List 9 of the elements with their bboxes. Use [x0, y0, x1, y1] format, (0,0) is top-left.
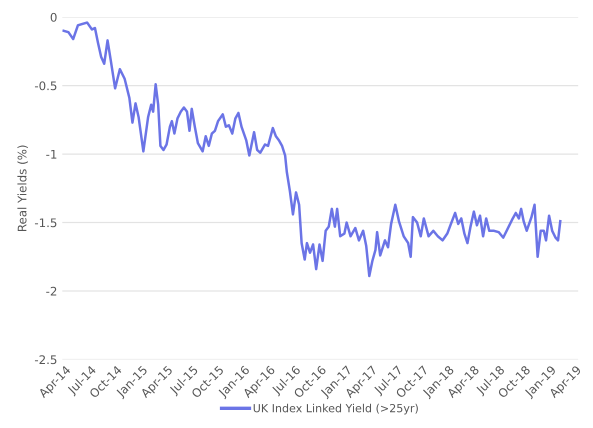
legend-label: UK Index Linked Yield (>25yr)	[254, 404, 418, 415]
y-tick-label: -1.5	[34, 218, 56, 228]
y-tick-label: -0.5	[34, 81, 56, 90]
y-tick-label: -1	[46, 150, 56, 159]
y-axis-title: Real Yields (%)	[17, 146, 28, 231]
y-tick-label: 0	[50, 12, 57, 22]
y-tick-label: -2	[46, 286, 56, 296]
y-tick-label: -2.5	[34, 355, 56, 364]
line-series	[62, 21, 562, 278]
